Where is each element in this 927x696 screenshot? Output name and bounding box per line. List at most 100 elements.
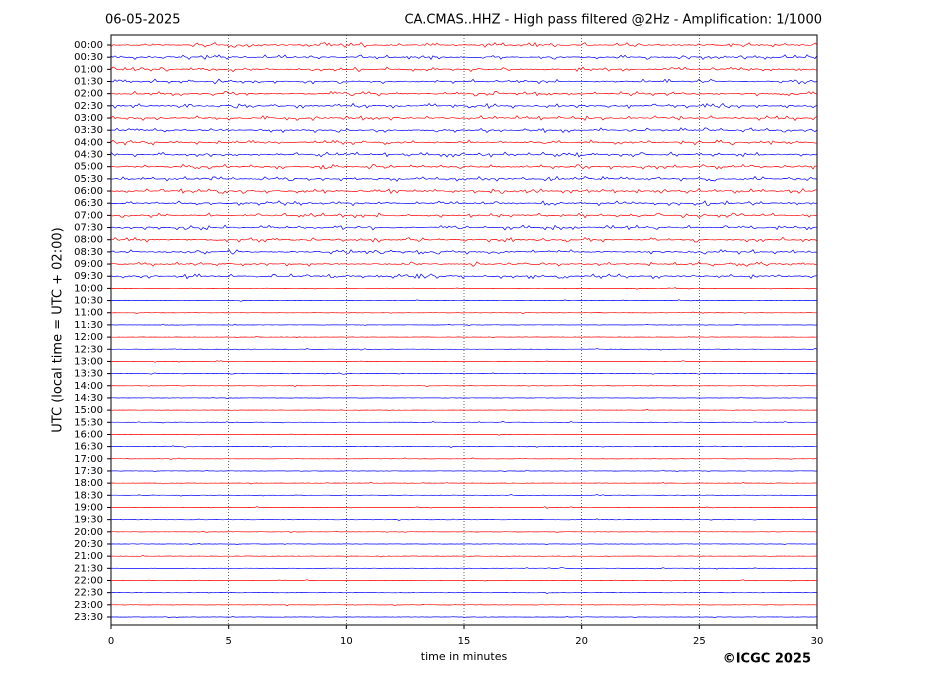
trace	[110, 543, 818, 546]
trace	[110, 616, 817, 618]
trace	[110, 151, 818, 158]
y-tick-label: 03:00	[74, 113, 103, 124]
trace	[110, 212, 818, 219]
y-tick-label: 18:00	[74, 478, 103, 489]
trace	[110, 42, 818, 48]
date: 06-05-2025	[105, 13, 181, 28]
trace	[110, 115, 818, 121]
trace	[110, 372, 818, 375]
y-tick-label: 16:00	[74, 429, 103, 440]
x-tick-label: 10	[340, 636, 353, 647]
y-tick-label: 17:00	[74, 454, 103, 465]
y-tick-label: 12:00	[74, 332, 103, 343]
trace	[110, 518, 817, 521]
y-tick-label: 05:30	[74, 174, 103, 185]
trace	[110, 236, 818, 243]
trace	[110, 163, 818, 170]
trace	[110, 66, 818, 73]
trace	[110, 287, 818, 290]
x-tick-label: 5	[225, 636, 231, 647]
x-tick-label: 30	[811, 636, 824, 647]
y-tick-label: 22:00	[74, 575, 103, 586]
trace	[110, 127, 818, 134]
y-tick-label: 03:30	[74, 125, 103, 136]
y-tick-label: 04:00	[74, 137, 103, 148]
trace	[110, 591, 818, 594]
trace	[110, 579, 818, 582]
x-tick-label: 25	[693, 636, 706, 647]
y-tick-label: 22:30	[74, 588, 103, 599]
y-tick-label: 14:00	[74, 381, 103, 392]
trace	[110, 102, 818, 109]
y-tick-label: 07:00	[74, 210, 103, 221]
y-tick-label: 23:30	[74, 612, 103, 623]
y-tick-label: 05:00	[74, 162, 103, 173]
trace	[110, 323, 818, 326]
y-tick-label: 17:30	[74, 466, 103, 477]
y-tick-label: 19:00	[74, 502, 103, 513]
x-tick-label: 15	[458, 636, 471, 647]
trace	[110, 445, 818, 448]
trace	[111, 335, 818, 339]
trace	[111, 554, 818, 558]
trace	[110, 384, 817, 387]
trace	[110, 139, 818, 146]
trace	[110, 408, 818, 412]
trace	[110, 249, 818, 255]
trace	[110, 299, 818, 302]
trace	[110, 360, 817, 363]
y-tick-label: 04:30	[74, 150, 103, 161]
y-tick-label: 14:30	[74, 393, 103, 404]
trace	[110, 494, 818, 497]
trace	[110, 78, 818, 85]
y-tick-label: 09:30	[74, 271, 103, 282]
y-tick-label: 19:30	[74, 515, 103, 526]
y-tick-label: 08:30	[74, 247, 103, 258]
y-tick-label: 13:00	[74, 356, 103, 367]
trace	[110, 90, 818, 97]
trace	[110, 457, 818, 460]
copyright: ©ICGC 2025	[723, 652, 811, 667]
trace	[111, 421, 818, 424]
trace	[110, 54, 818, 61]
x-tick-label: 0	[108, 636, 114, 647]
y-tick-label: 11:00	[74, 308, 103, 319]
trace	[110, 188, 818, 195]
trace	[111, 396, 818, 399]
trace	[110, 200, 818, 207]
trace	[110, 311, 818, 314]
y-tick-label: 01:00	[74, 64, 103, 75]
y-tick-label: 10:30	[74, 296, 103, 307]
trace	[110, 530, 818, 533]
y-tick-label: 18:30	[74, 490, 103, 501]
y-tick-label: 15:30	[74, 417, 103, 428]
trace	[110, 224, 818, 231]
y-tick-label: 06:00	[74, 186, 103, 197]
trace	[110, 273, 818, 280]
y-tick-label: 13:30	[74, 369, 103, 380]
trace	[111, 348, 818, 351]
y-tick-label: 09:00	[74, 259, 103, 270]
y-tick-label: 16:30	[74, 442, 103, 453]
trace	[110, 481, 818, 485]
y-tick-label: 00:00	[74, 40, 103, 51]
y-tick-label: 11:30	[74, 320, 103, 331]
y-tick-label: 23:00	[74, 600, 103, 611]
y-tick-label: 15:00	[74, 405, 103, 416]
x-axis-label: time in minutes	[421, 650, 508, 663]
y-axis-label: UTC (local time = UTC + 02:00)	[51, 227, 66, 432]
trace	[110, 567, 817, 570]
y-tick-label: 20:00	[74, 527, 103, 538]
trace	[110, 175, 818, 182]
trace	[110, 469, 818, 473]
y-tick-label: 02:00	[74, 89, 103, 100]
y-tick-label: 02:30	[74, 101, 103, 112]
chart-title: CA.CMAS..HHZ - High pass filtered @2Hz -…	[404, 13, 822, 28]
trace	[110, 506, 817, 509]
y-tick-label: 06:30	[74, 198, 103, 209]
y-tick-label: 01:30	[74, 77, 103, 88]
y-tick-label: 21:00	[74, 551, 103, 562]
y-tick-label: 07:30	[74, 223, 103, 234]
y-tick-label: 00:30	[74, 52, 103, 63]
